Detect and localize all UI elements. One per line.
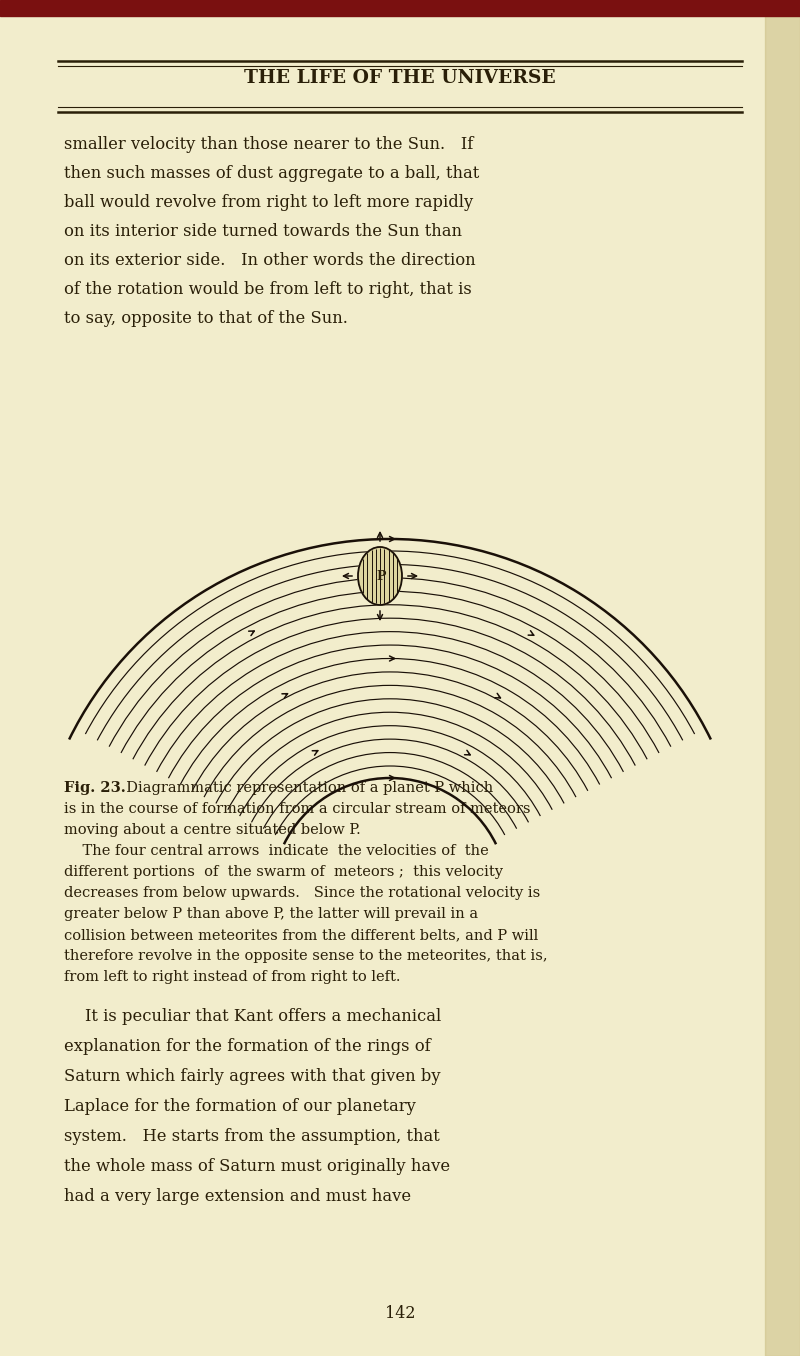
Text: is in the course of formation from a circular stream of meteors: is in the course of formation from a cir… xyxy=(64,801,530,816)
Text: ball would revolve from right to left more rapidly: ball would revolve from right to left mo… xyxy=(64,194,474,212)
Text: of the rotation would be from left to right, that is: of the rotation would be from left to ri… xyxy=(64,281,472,298)
Text: smaller velocity than those nearer to the Sun.   If: smaller velocity than those nearer to th… xyxy=(64,136,474,153)
Text: The four central arrows  indicate  the velocities of  the: The four central arrows indicate the vel… xyxy=(64,843,489,858)
Text: different portions  of  the swarm of  meteors ;  this velocity: different portions of the swarm of meteo… xyxy=(64,865,503,879)
Text: from left to right instead of from right to left.: from left to right instead of from right… xyxy=(64,970,401,984)
Text: on its exterior side.   In other words the direction: on its exterior side. In other words the… xyxy=(64,252,476,268)
Text: Fig. 23.: Fig. 23. xyxy=(64,781,126,795)
Text: on its interior side turned towards the Sun than: on its interior side turned towards the … xyxy=(64,222,462,240)
Text: decreases from below upwards.   Since the rotational velocity is: decreases from below upwards. Since the … xyxy=(64,885,540,900)
Text: Diagrammatic representation of a planet P which: Diagrammatic representation of a planet … xyxy=(117,781,494,795)
Text: then such masses of dust aggregate to a ball, that: then such masses of dust aggregate to a … xyxy=(64,165,479,182)
Ellipse shape xyxy=(358,546,402,605)
Text: 142: 142 xyxy=(385,1306,415,1322)
Text: system.   He starts from the assumption, that: system. He starts from the assumption, t… xyxy=(64,1128,440,1144)
Text: moving about a centre situated below P.: moving about a centre situated below P. xyxy=(64,823,361,837)
Bar xyxy=(0,0,800,16)
Text: the whole mass of Saturn must originally have: the whole mass of Saturn must originally… xyxy=(64,1158,450,1174)
Text: explanation for the formation of the rings of: explanation for the formation of the rin… xyxy=(64,1037,430,1055)
Text: had a very large extension and must have: had a very large extension and must have xyxy=(64,1188,411,1204)
Text: THE LIFE OF THE UNIVERSE: THE LIFE OF THE UNIVERSE xyxy=(244,69,556,87)
Text: P: P xyxy=(376,570,386,583)
Text: collision between meteorites from the different belts, and P will: collision between meteorites from the di… xyxy=(64,928,538,942)
Text: therefore revolve in the opposite sense to the meteorites, that is,: therefore revolve in the opposite sense … xyxy=(64,949,548,963)
Text: to say, opposite to that of the Sun.: to say, opposite to that of the Sun. xyxy=(64,311,348,327)
Text: It is peculiar that Kant offers a mechanical: It is peculiar that Kant offers a mechan… xyxy=(64,1008,442,1025)
Text: greater below P than above P, the latter will prevail in a: greater below P than above P, the latter… xyxy=(64,907,478,921)
Bar xyxy=(765,0,800,1356)
Text: Saturn which fairly agrees with that given by: Saturn which fairly agrees with that giv… xyxy=(64,1067,441,1085)
Text: Laplace for the formation of our planetary: Laplace for the formation of our planeta… xyxy=(64,1098,416,1115)
